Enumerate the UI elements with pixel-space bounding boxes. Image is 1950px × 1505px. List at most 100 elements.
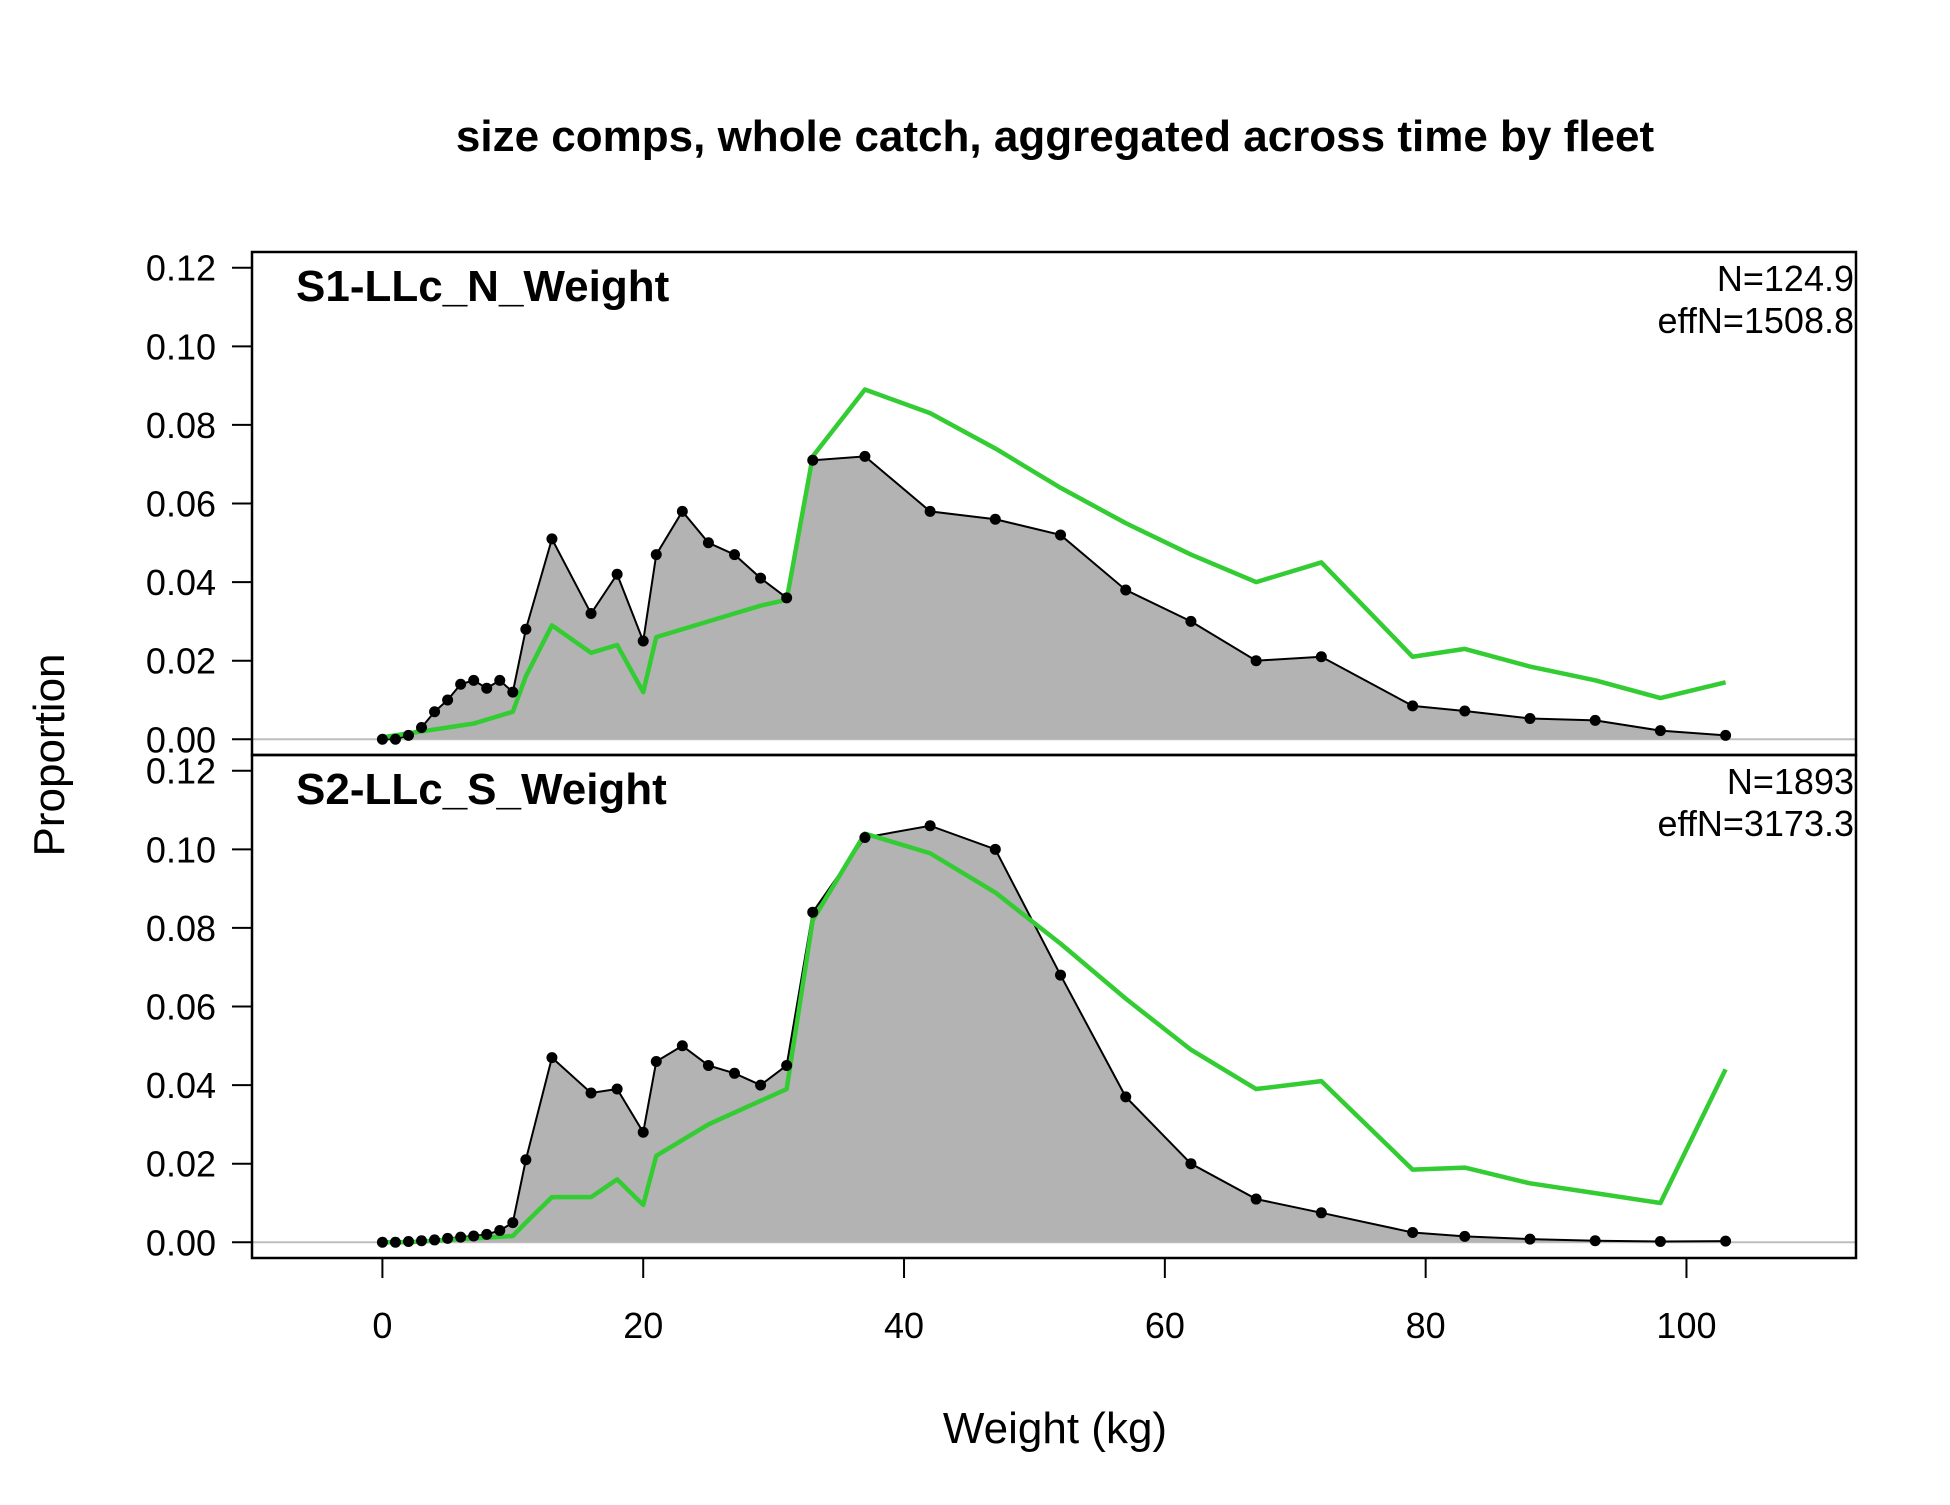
observed-point: [546, 533, 558, 545]
observed-point: [637, 1126, 649, 1138]
observed-point: [637, 635, 649, 647]
observed-point: [781, 1059, 793, 1071]
observed-area: [382, 825, 1726, 1243]
y-tick-label: 0.00: [146, 719, 216, 760]
observed-point: [546, 1052, 558, 1064]
effn-label: effN=3173.3: [1657, 803, 1854, 844]
observed-point: [924, 505, 936, 517]
observed-point: [781, 592, 793, 604]
panel-title: S2-LLc_S_Weight: [296, 765, 667, 814]
y-tick-label: 0.10: [146, 829, 216, 870]
observed-point: [1120, 1091, 1132, 1103]
observed-point: [494, 1224, 506, 1236]
y-tick-label: 0.04: [146, 1065, 216, 1106]
x-tick-label: 100: [1656, 1305, 1716, 1346]
observed-point: [807, 906, 819, 918]
observed-point: [924, 820, 936, 832]
y-tick-label: 0.06: [146, 484, 216, 525]
n-label: N=1893: [1727, 761, 1854, 802]
observed-point: [1315, 651, 1327, 663]
x-tick-label: 80: [1406, 1305, 1446, 1346]
observed-point: [376, 1236, 388, 1248]
observed-point: [755, 572, 767, 584]
observed-point: [416, 1235, 428, 1247]
observed-point: [389, 1236, 401, 1248]
y-tick-label: 0.02: [146, 1144, 216, 1185]
observed-point: [1589, 714, 1601, 726]
observed-point: [1250, 1193, 1262, 1205]
observed-point: [468, 1230, 480, 1242]
observed-point: [1185, 1158, 1197, 1170]
observed-point: [1055, 969, 1067, 981]
observed-point: [507, 686, 519, 698]
observed-point: [702, 1059, 714, 1071]
y-tick-label: 0.04: [146, 562, 216, 603]
observed-point: [1654, 1235, 1666, 1247]
observed-point: [429, 1234, 441, 1246]
y-tick-label: 0.12: [146, 248, 216, 289]
observed-point: [729, 1067, 741, 1079]
x-tick-label: 60: [1145, 1305, 1185, 1346]
y-tick-label: 0.08: [146, 405, 216, 446]
y-tick-label: 0.00: [146, 1222, 216, 1263]
observed-point: [1720, 1235, 1732, 1247]
y-tick-label: 0.12: [146, 751, 216, 792]
observed-point: [859, 450, 871, 462]
observed-point: [520, 623, 532, 635]
panel-1: 0.00 0.02 0.04 0.06 0.08 0.10 0.12 S1-LLc_N_Wei…: [146, 248, 1858, 760]
observed-point: [402, 729, 414, 741]
y-tick-label: 0.02: [146, 641, 216, 682]
y-tick-label: 0.10: [146, 326, 216, 367]
observed-point: [1524, 1233, 1536, 1245]
effn-label: effN=1508.8: [1657, 300, 1854, 341]
x-tick-label: 20: [623, 1305, 663, 1346]
observed-point: [376, 733, 388, 745]
observed-point: [1524, 712, 1536, 724]
observed-point: [650, 1056, 662, 1068]
observed-point: [520, 1154, 532, 1166]
observed-point: [989, 513, 1001, 525]
observed-point: [676, 1040, 688, 1052]
observed-point: [585, 608, 597, 620]
observed-point: [481, 1228, 493, 1240]
observed-point: [1459, 1230, 1471, 1242]
x-tick-label: 0: [372, 1305, 392, 1346]
observed-point: [416, 721, 428, 733]
observed-point: [1120, 584, 1132, 596]
observed-point: [1459, 705, 1471, 717]
observed-area: [382, 456, 1726, 740]
observed-point: [1250, 655, 1262, 667]
chart-title: size comps, whole catch, aggregated acro…: [456, 112, 1655, 161]
observed-point: [468, 674, 480, 686]
observed-point: [1407, 1226, 1419, 1238]
y-axis-label: Proportion: [25, 653, 74, 856]
observed-point: [729, 549, 741, 561]
n-label: N=124.9: [1717, 258, 1854, 299]
observed-point: [611, 1083, 623, 1095]
observed-point: [989, 843, 1001, 855]
x-tick-label: 40: [884, 1305, 924, 1346]
observed-point: [1654, 725, 1666, 737]
observed-point: [442, 694, 454, 706]
panel-2: 0.00 0.02 0.04 0.06 0.08 0.10 0.12 S2-LLc_S_Wei…: [146, 751, 1858, 1263]
observed-point: [1185, 615, 1197, 627]
observed-point: [650, 549, 662, 561]
x-axis-label: Weight (kg): [943, 1404, 1167, 1453]
x-axis: 0 20 40 60 80 100: [372, 1257, 1717, 1346]
observed-point: [429, 706, 441, 718]
y-tick-label: 0.08: [146, 908, 216, 949]
observed-point: [455, 1231, 467, 1243]
observed-point: [402, 1235, 414, 1247]
panels-group: 0.00 0.02 0.04 0.06 0.08 0.10 0.12 S1-LLc_N_Wei…: [146, 248, 1858, 1346]
observed-point: [807, 454, 819, 466]
observed-point: [1055, 529, 1067, 541]
observed-point: [481, 682, 493, 694]
observed-point: [611, 568, 623, 580]
panel-title: S1-LLc_N_Weight: [296, 262, 670, 311]
observed-point: [1589, 1235, 1601, 1247]
observed-point: [494, 674, 506, 686]
observed-point: [507, 1217, 519, 1229]
observed-point: [389, 733, 401, 745]
observed-point: [1407, 700, 1419, 712]
